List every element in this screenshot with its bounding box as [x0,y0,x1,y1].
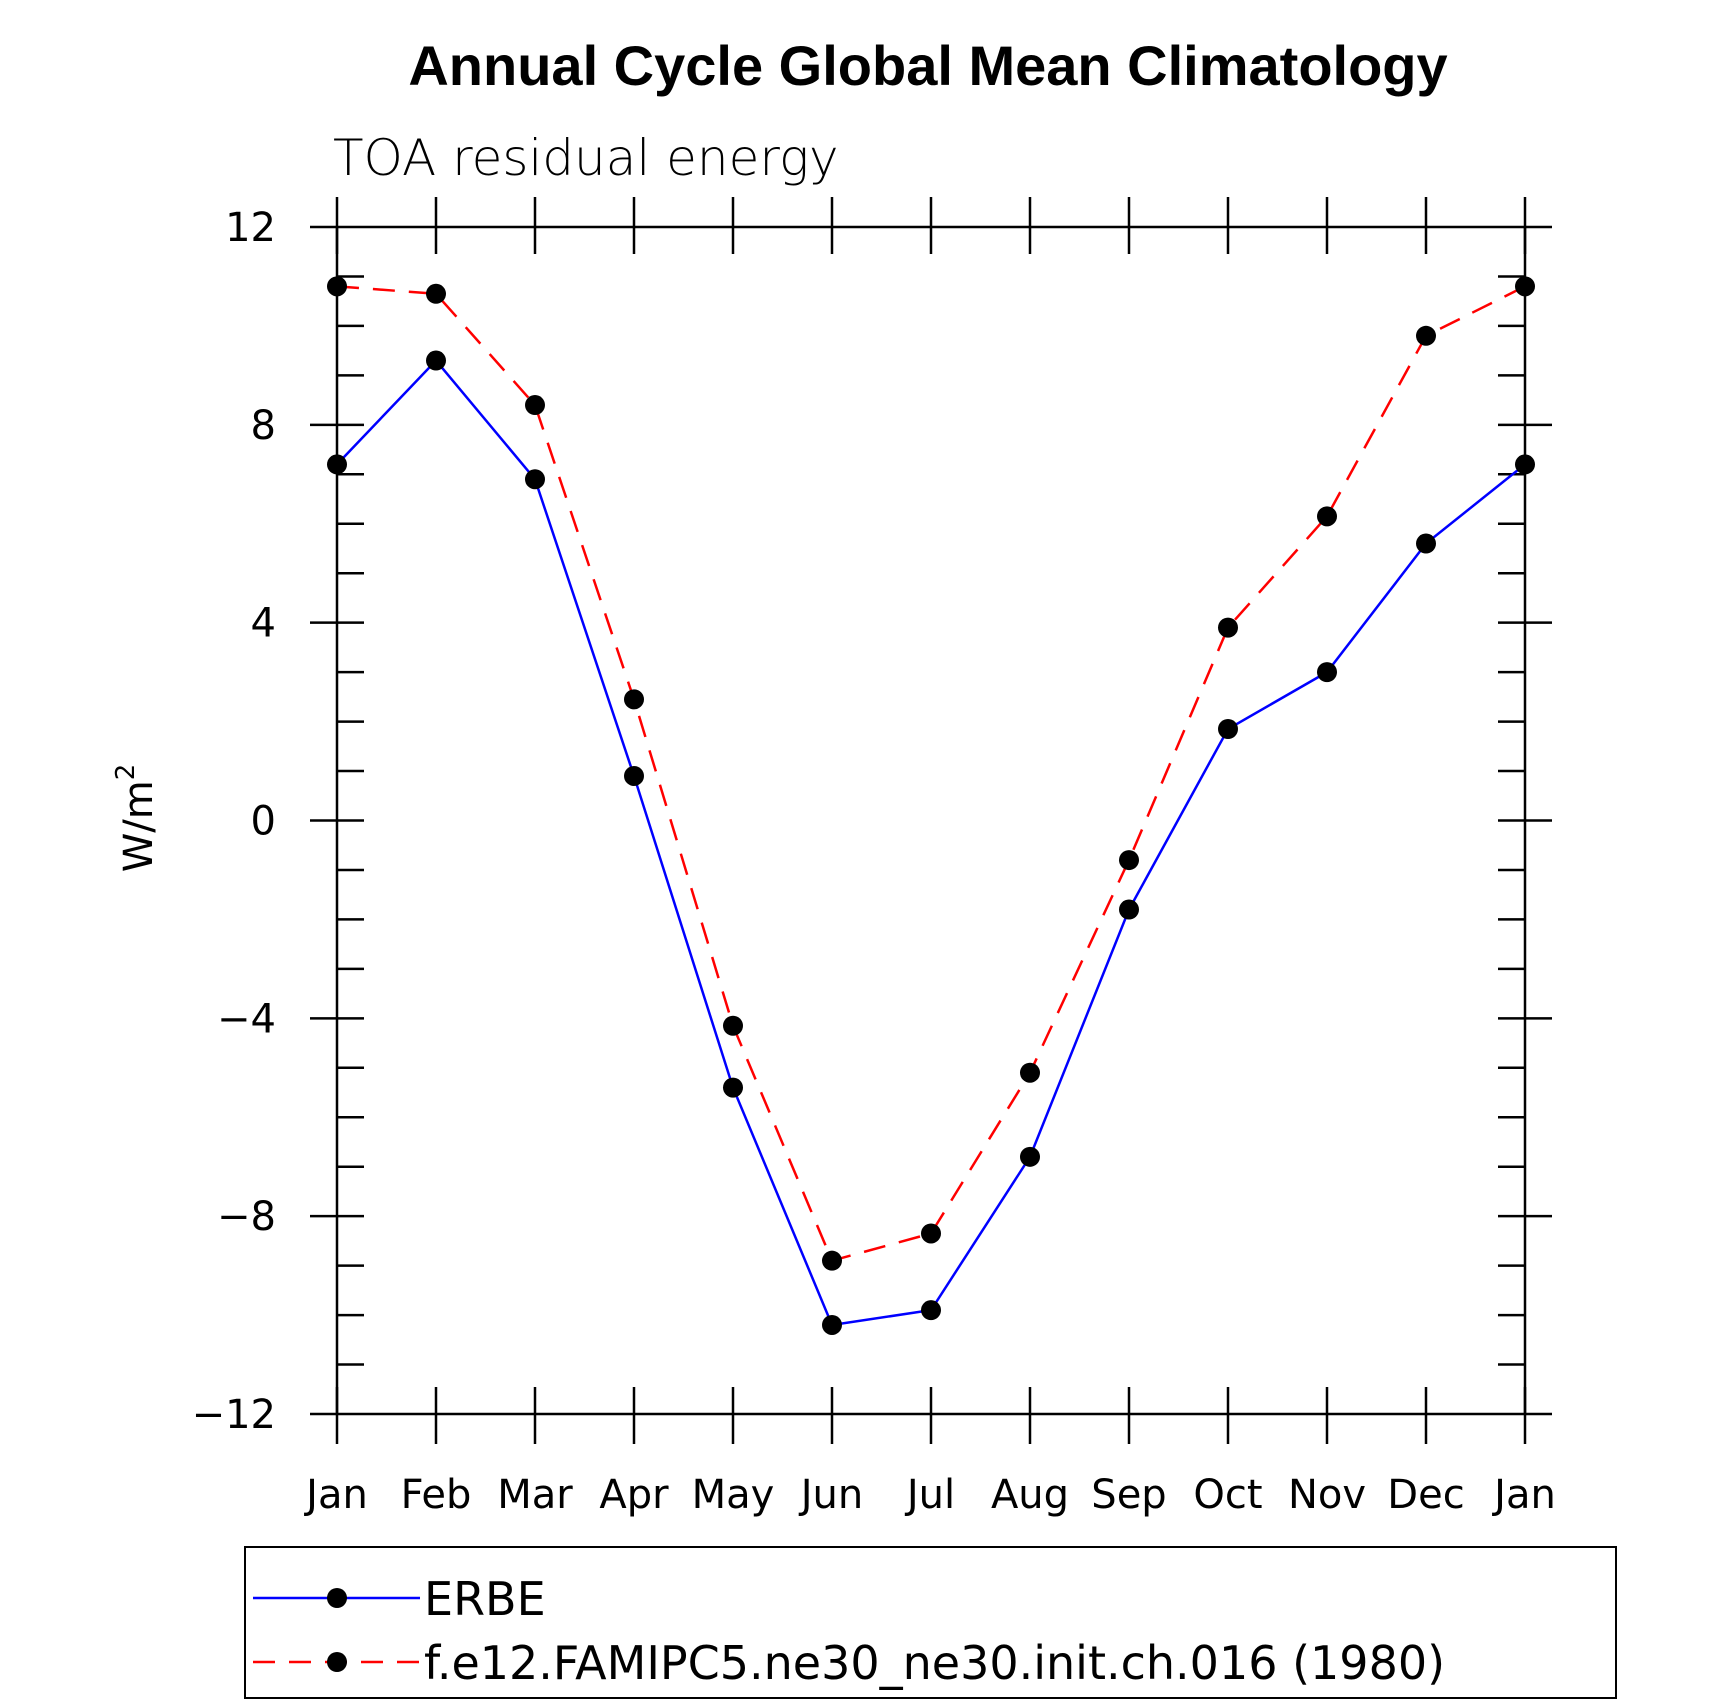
series-2-point [1416,325,1436,346]
series-2-point [1218,617,1238,638]
chart-subtitle: TOA residual energy [333,129,839,187]
series-1-point [1515,454,1535,475]
series-1-point [327,454,347,475]
series-1-point [822,1314,842,1335]
x-tick-label: Jan [303,1472,368,1518]
y-axis-label: W/m2 [111,764,162,873]
series-line-1 [336,358,1526,1327]
series-1-point [1119,899,1139,920]
series-1-point [1317,662,1337,683]
chart-title: Annual Cycle Global Mean Climatology [408,34,1447,97]
y-axis-label-base: W/m [116,780,162,872]
legend-label-2: f.e12.FAMIPC5.ne30_ne30.init.ch.016 (198… [424,1636,1445,1690]
series-1-point [921,1300,941,1321]
x-tick-label: Mar [497,1472,573,1518]
series-layer [336,285,1526,1327]
x-tick-label: Jun [798,1472,864,1518]
axes: 12 8 4 0 −4 −8 −12 Jan Feb Mar Apr May Jun Jul Aug Sep O… [192,197,1556,1518]
legend: ERBE f.e12.FAMIPC5.ne30_ne30.init.ch.016 … [244,1546,1617,1699]
y-tick-label: 4 [251,601,276,647]
x-tick-label: Nov [1288,1472,1366,1518]
series-2-point [624,689,644,710]
x-tick-label: May [692,1472,775,1518]
y-tick-label: −4 [217,996,276,1042]
y-axis-label-superscript: 2 [111,764,141,781]
x-tick-label: Oct [1193,1472,1262,1518]
svg-text:W/m2: W/m2 [111,764,162,873]
series-2-point [1515,276,1535,297]
series-2-point [921,1223,941,1244]
series-2-point [1020,1062,1040,1083]
x-tick-label: Aug [991,1472,1069,1518]
y-tick-label: 8 [251,403,276,449]
y-tick-label: −12 [192,1392,276,1438]
legend-label-1: ERBE [424,1572,546,1626]
x-tick-label: Jul [904,1472,955,1518]
series-line-2 [336,285,1526,1263]
x-tick-label: Feb [401,1472,472,1518]
x-tick-label: Jan [1491,1472,1556,1518]
y-tick-label: 0 [251,799,276,845]
legend-box [244,1546,1617,1699]
series-1-point [426,350,446,371]
series-1-point [1416,533,1436,554]
series-2-point [822,1250,842,1271]
series-2-point [1317,506,1337,527]
series-2-point [723,1015,743,1036]
series-1-point [723,1077,743,1098]
y-tick-label: 12 [225,205,276,251]
x-tick-label: Apr [599,1472,669,1518]
legend-marker-2 [327,1652,347,1672]
series-1-point [624,765,644,786]
series-2-point [327,276,347,297]
markers-layer [327,276,1535,1335]
x-tick-label: Sep [1091,1472,1166,1518]
series-1-point [1218,719,1238,740]
series-2-point [1119,850,1139,871]
series-1-point [1020,1146,1040,1167]
x-tick-label: Dec [1387,1472,1464,1518]
y-tick-label: −8 [217,1194,276,1240]
series-1-point [525,469,545,490]
series-2-point [426,283,446,304]
series-2-point [525,395,545,416]
legend-marker-1 [327,1588,347,1608]
legend-items: ERBE f.e12.FAMIPC5.ne30_ne30.init.ch.016 … [253,1572,1445,1690]
